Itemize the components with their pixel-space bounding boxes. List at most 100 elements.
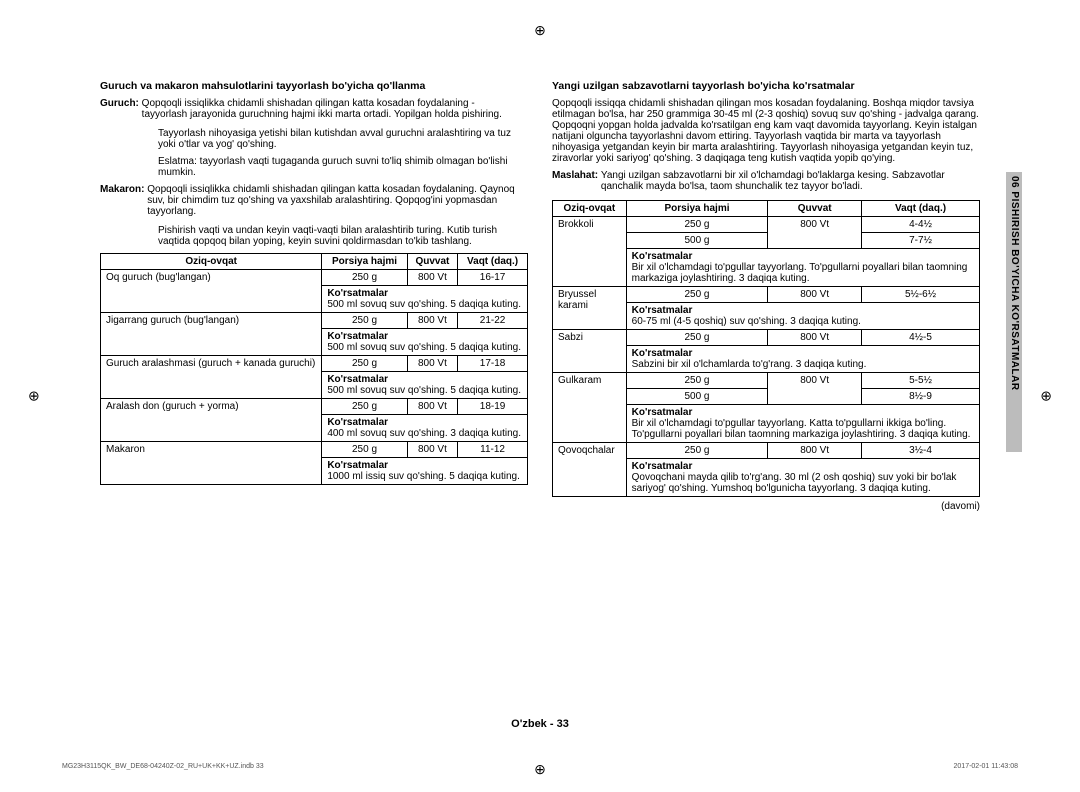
crop-mark-bottom: ⊕	[534, 761, 546, 778]
cell-name: Gulkaram	[553, 373, 627, 443]
cell-power: 800 Vt	[768, 217, 862, 249]
crop-mark-right: ⊕	[1040, 388, 1052, 405]
cell-power: 800 Vt	[768, 330, 862, 346]
right-p1: Qopqoqli issiqqa chidamli shishadan qili…	[552, 98, 980, 164]
th-power: Quvvat	[768, 201, 862, 217]
cell-portion: 250 g	[322, 399, 407, 415]
maslahat-text: Yangi uzilgan sabzavotlarni bir xil o'lc…	[601, 170, 971, 192]
left-table: Oziq-ovqat Porsiya hajmi Quvvat Vaqt (da…	[100, 253, 528, 485]
guruch-label: Guruch:	[100, 98, 139, 109]
table-row: Makaron250 g800 Vt11-12	[101, 442, 528, 458]
cell-instr: Ko'rsatmalar60-75 ml (4-5 qoshiq) suv qo…	[626, 303, 979, 330]
cell-instr: Ko'rsatmalar500 ml sovuq suv qo'shing. 5…	[322, 329, 528, 356]
cell-name: Guruch aralashmasi (guruch + kanada guru…	[101, 356, 322, 399]
cell-time: 7-7½	[862, 233, 980, 249]
cell-time: 11-12	[458, 442, 528, 458]
table-header-row: Oziq-ovqat Porsiya hajmi Quvvat Vaqt (da…	[553, 201, 980, 217]
crop-mark-top: ⊕	[534, 22, 546, 39]
th-power: Quvvat	[407, 254, 457, 270]
cell-portion: 250 g	[322, 270, 407, 286]
cell-power: 800 Vt	[768, 443, 862, 459]
th-portion: Porsiya hajmi	[626, 201, 768, 217]
cell-name: Aralash don (guruch + yorma)	[101, 399, 322, 442]
cell-portion: 500 g	[626, 233, 768, 249]
cell-name: Bryussel karami	[553, 287, 627, 330]
left-title: Guruch va makaron mahsulotlarini tayyorl…	[100, 80, 528, 92]
cell-instr: Ko'rsatmalarSabzini bir xil o'lchamlarda…	[626, 346, 979, 373]
guruch-text: Qopqoqli issiqlikka chidamli shishadan q…	[142, 98, 512, 120]
guruch-p3: Eslatma: tayyorlash vaqti tugaganda guru…	[158, 156, 528, 178]
table-header-row: Oziq-ovqat Porsiya hajmi Quvvat Vaqt (da…	[101, 254, 528, 270]
cell-instr: Ko'rsatmalar400 ml sovuq suv qo'shing. 3…	[322, 415, 528, 442]
table-row: Aralash don (guruch + yorma)250 g800 Vt1…	[101, 399, 528, 415]
makaron-label: Makaron:	[100, 184, 144, 195]
cell-time: 16-17	[458, 270, 528, 286]
cell-portion: 250 g	[626, 330, 768, 346]
cell-time: 21-22	[458, 313, 528, 329]
cell-instr: Ko'rsatmalar500 ml sovuq suv qo'shing. 5…	[322, 372, 528, 399]
table-row: Sabzi250 g800 Vt4½-5	[553, 330, 980, 346]
cell-time: 4-4½	[862, 217, 980, 233]
cell-time: 8½-9	[862, 389, 980, 405]
table-row: Guruch aralashmasi (guruch + kanada guru…	[101, 356, 528, 372]
maslahat-label: Maslahat:	[552, 170, 598, 181]
crop-mark-left: ⊕	[28, 388, 40, 405]
cell-name: Qovoqchalar	[553, 443, 627, 497]
makaron-text: Qopqoqli issiqlikka chidamli shishadan q…	[147, 184, 517, 217]
table-row: Oq guruch (bug'langan)250 g800 Vt16-17	[101, 270, 528, 286]
table-row: Brokkoli250 g800 Vt4-4½	[553, 217, 980, 233]
th-time: Vaqt (daq.)	[862, 201, 980, 217]
cell-power: 800 Vt	[407, 442, 457, 458]
cell-instr: Ko'rsatmalarQovoqchani mayda qilib to'rg…	[626, 459, 979, 497]
cell-portion: 250 g	[322, 442, 407, 458]
left-column: Guruch va makaron mahsulotlarini tayyorl…	[100, 80, 528, 512]
side-chapter-label: 06 PISHIRISH BO'YICHA KO'RSATMALAR	[1009, 176, 1020, 391]
cell-portion: 250 g	[626, 373, 768, 389]
cell-power: 800 Vt	[768, 287, 862, 303]
cell-instr: Ko'rsatmalarBir xil o'lchamdagi to'pgull…	[626, 249, 979, 287]
th-time: Vaqt (daq.)	[458, 254, 528, 270]
cell-portion: 250 g	[322, 356, 407, 372]
page-content: Guruch va makaron mahsulotlarini tayyorl…	[100, 80, 980, 512]
th-food: Oziq-ovqat	[553, 201, 627, 217]
cell-name: Jigarrang guruch (bug'langan)	[101, 313, 322, 356]
cell-power: 800 Vt	[407, 270, 457, 286]
cell-time: 5½-6½	[862, 287, 980, 303]
right-title: Yangi uzilgan sabzavotlarni tayyorlash b…	[552, 80, 980, 92]
cell-name: Sabzi	[553, 330, 627, 373]
cell-instr: Ko'rsatmalarBir xil o'lchamdagi to'pgull…	[626, 405, 979, 443]
continued-label: (davomi)	[552, 501, 980, 512]
cell-time: 18-19	[458, 399, 528, 415]
footer-filename: MG23H3115QK_BW_DE68-04240Z-02_RU+UK+KK+U…	[62, 763, 264, 770]
table-row: Jigarrang guruch (bug'langan)250 g800 Vt…	[101, 313, 528, 329]
right-column: Yangi uzilgan sabzavotlarni tayyorlash b…	[552, 80, 980, 512]
cell-name: Brokkoli	[553, 217, 627, 287]
table-row: Gulkaram250 g800 Vt5-5½	[553, 373, 980, 389]
cell-instr: Ko'rsatmalar500 ml sovuq suv qo'shing. 5…	[322, 286, 528, 313]
cell-portion: 250 g	[626, 217, 768, 233]
cell-power: 800 Vt	[407, 399, 457, 415]
cell-portion: 250 g	[626, 443, 768, 459]
guruch-p2: Tayyorlash nihoyasiga yetishi bilan kuti…	[158, 128, 528, 150]
cell-portion: 250 g	[626, 287, 768, 303]
footer-timestamp: 2017-02-01 11:43:08	[954, 763, 1018, 770]
cell-power: 800 Vt	[768, 373, 862, 405]
cell-instr: Ko'rsatmalar1000 ml issiq suv qo'shing. …	[322, 458, 528, 485]
table-row: Bryussel karami250 g800 Vt5½-6½	[553, 287, 980, 303]
cell-name: Makaron	[101, 442, 322, 485]
cell-power: 800 Vt	[407, 313, 457, 329]
page-number: O'zbek - 33	[0, 718, 1080, 730]
table-row: Qovoqchalar250 g800 Vt3½-4	[553, 443, 980, 459]
cell-power: 800 Vt	[407, 356, 457, 372]
makaron-p2: Pishirish vaqti va undan keyin vaqti-vaq…	[158, 225, 528, 247]
th-food: Oziq-ovqat	[101, 254, 322, 270]
cell-time: 3½-4	[862, 443, 980, 459]
cell-name: Oq guruch (bug'langan)	[101, 270, 322, 313]
right-table: Oziq-ovqat Porsiya hajmi Quvvat Vaqt (da…	[552, 200, 980, 497]
cell-time: 5-5½	[862, 373, 980, 389]
th-portion: Porsiya hajmi	[322, 254, 407, 270]
cell-time: 17-18	[458, 356, 528, 372]
cell-portion: 250 g	[322, 313, 407, 329]
cell-portion: 500 g	[626, 389, 768, 405]
cell-time: 4½-5	[862, 330, 980, 346]
